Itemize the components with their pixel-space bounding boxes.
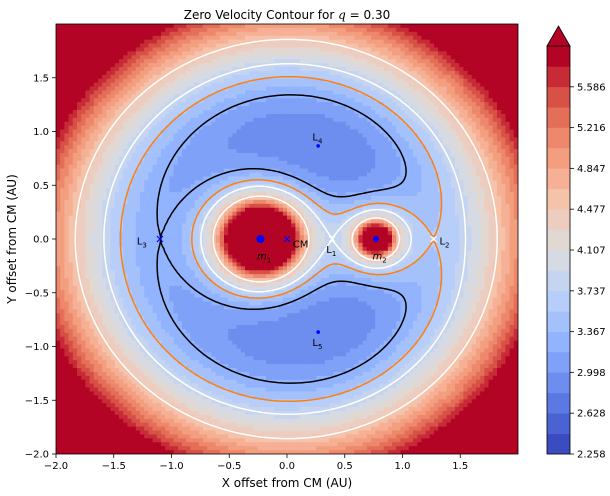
colorbar-band [547, 372, 570, 394]
x-tick-label: 0.0 [279, 461, 295, 472]
chart-title-prefix: Zero Velocity Contour for [184, 8, 338, 22]
colorbar-band [547, 107, 570, 128]
colorbar-band [547, 148, 570, 169]
colorbar-band [547, 351, 570, 373]
marker-l3 [156, 235, 164, 243]
colorbar-tick-label: 4.107 [577, 246, 606, 257]
label-l3: L3 [137, 236, 147, 249]
colorbar-band [547, 311, 570, 332]
x-tick-label: −2.0 [44, 461, 68, 472]
colorbar-tick-label: 4.477 [577, 205, 606, 216]
colorbar-band [547, 188, 570, 210]
marker-m1 [256, 235, 265, 243]
colorbar-band [547, 229, 570, 251]
x-tick-label: 1.5 [452, 461, 468, 472]
x-tick-label: 1.0 [395, 461, 411, 472]
marker-cm [283, 235, 291, 243]
contour-outer [74, 38, 498, 440]
colorbar-band [547, 209, 570, 230]
colorbar-band [547, 86, 570, 108]
y-tick-label: 1.0 [33, 127, 49, 138]
colorbar-band [547, 331, 570, 353]
y-axis: −2.0 −1.5 −1.0 −0.5 0.0 0.5 1.0 1.5 [25, 73, 56, 461]
colorbar-band [547, 66, 570, 88]
label-l1: L1 [326, 245, 336, 258]
y-tick-label: −2.0 [25, 450, 49, 461]
y-axis-label: Y offset from CM (AU) [5, 174, 19, 305]
marker-l5 [316, 330, 320, 334]
marker-l2 [430, 235, 438, 243]
colorbar-extend-arrow [546, 25, 571, 47]
special-points: m1 m2 CM L1 L2 L3 L4 L5 [137, 133, 450, 352]
label-l2: L2 [439, 236, 449, 249]
y-tick-label: 1.5 [33, 73, 49, 84]
x-axis-label: X offset from CM (AU) [222, 476, 352, 490]
colorbar-tick-label: 3.737 [577, 286, 606, 297]
x-tick-label: −0.5 [217, 461, 241, 472]
colorbar-band [547, 433, 570, 455]
colorbar-tick-label: 2.998 [577, 368, 606, 379]
chart-title: Zero Velocity Contour for q = 0.30 [184, 8, 390, 22]
chart-title-variable: q [338, 8, 346, 22]
colorbar-band [547, 392, 570, 414]
colorbar: 2.258 2.628 2.998 3.367 3.737 4.107 4.477 4.847… [546, 25, 606, 461]
colorbar-band [547, 168, 570, 190]
y-tick-label: 0.5 [33, 181, 49, 192]
colorbar-band [547, 413, 570, 434]
marker-m2 [372, 236, 379, 242]
label-cm: CM [293, 240, 309, 251]
contour-lines [74, 38, 498, 440]
chart-title-value: = 0.30 [346, 8, 390, 22]
potential-field [56, 24, 518, 454]
contour-l3 [156, 94, 407, 384]
y-tick-label: 0.0 [33, 235, 49, 246]
label-m1: m1 [257, 251, 271, 264]
colorbar-band [547, 250, 570, 271]
colorbar-tick-label: 5.216 [577, 123, 606, 134]
colorbar-band [547, 290, 570, 312]
colorbar-tick-label: 4.847 [577, 164, 606, 175]
contour-l1 [103, 63, 467, 415]
x-tick-label: 0.5 [337, 461, 353, 472]
y-tick-label: −1.5 [25, 396, 49, 407]
label-l5: L5 [312, 338, 322, 351]
colorbar-tick-label: 2.628 [577, 409, 606, 420]
marker-l1 [328, 235, 336, 243]
x-axis: −2.0 −1.5 −1.0 −0.5 0.0 0.5 1.0 1.5 [44, 454, 468, 472]
y-tick-label: −1.0 [25, 342, 49, 353]
contour-l2 [119, 75, 443, 403]
y-tick-label: −0.5 [25, 288, 49, 299]
x-tick-label: −1.5 [102, 461, 126, 472]
colorbar-band [547, 127, 570, 149]
plot-area: m1 m2 CM L1 L2 L3 L4 L5 [55, 23, 519, 455]
colorbar-tick-label: 2.258 [577, 450, 606, 461]
label-l4: L4 [312, 133, 323, 146]
colorbar-tick-label: 5.586 [577, 82, 606, 93]
colorbar-band [547, 270, 570, 292]
marker-l4 [316, 144, 320, 148]
x-tick-label: −1.0 [159, 461, 183, 472]
colorbar-tick-label: 3.367 [577, 327, 606, 338]
label-m2: m2 [372, 251, 386, 264]
colorbar-band [547, 46, 570, 67]
